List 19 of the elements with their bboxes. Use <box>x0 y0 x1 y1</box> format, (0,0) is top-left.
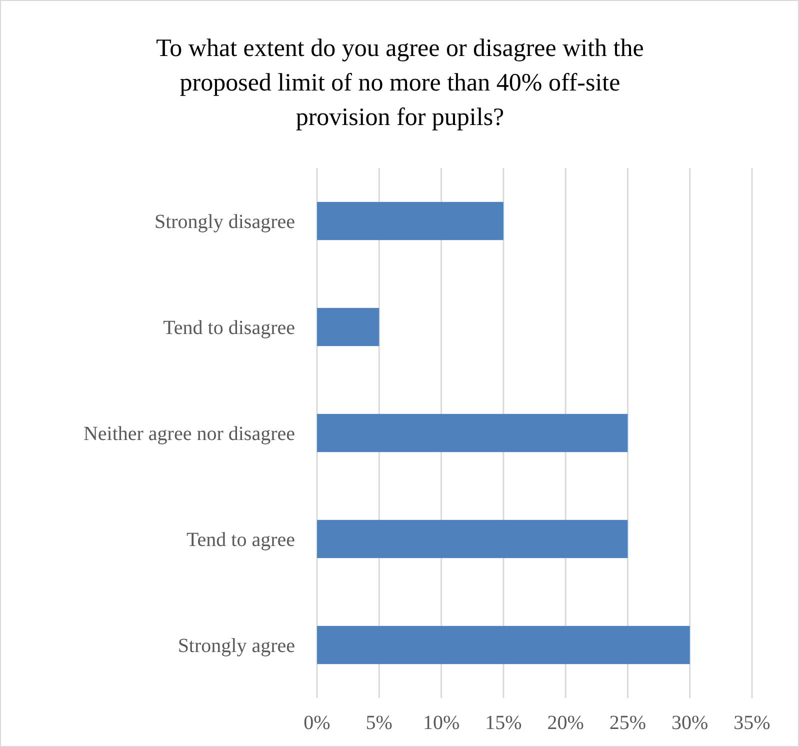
bar <box>317 626 690 664</box>
x-tick-label: 10% <box>422 712 460 734</box>
y-tick-label: Strongly agree <box>178 635 296 657</box>
bar <box>317 520 628 558</box>
bar <box>317 414 628 452</box>
x-tick-label: 5% <box>366 712 392 734</box>
x-tick-label: 30% <box>672 712 708 734</box>
bar <box>317 202 504 240</box>
x-tick-label: 25% <box>609 712 646 734</box>
x-tick-label: 35% <box>734 712 770 734</box>
x-tick-label: 20% <box>547 712 584 734</box>
y-tick-label: Neither agree nor disagree <box>83 423 296 445</box>
y-tick-label: Tend to disagree <box>163 317 296 339</box>
bar <box>317 308 380 346</box>
y-tick-label: Tend to agree <box>186 529 296 551</box>
x-tick-label: 0% <box>304 712 330 734</box>
chart-title: To what extent do you agree or disagree with the proposed limit of no more than 40% off-site provision for pupils? <box>156 35 644 131</box>
x-tick-label: 15% <box>485 712 522 734</box>
y-tick-label: Strongly disagree <box>154 211 296 233</box>
